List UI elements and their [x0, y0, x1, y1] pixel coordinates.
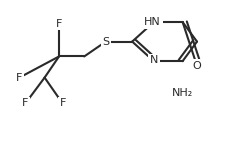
Text: N: N	[150, 55, 158, 65]
Text: O: O	[192, 61, 202, 71]
Text: NH₂: NH₂	[172, 88, 193, 98]
Text: HN: HN	[144, 17, 161, 27]
Text: F: F	[22, 98, 28, 108]
Text: F: F	[16, 73, 22, 83]
Text: F: F	[56, 19, 62, 29]
Text: F: F	[60, 98, 66, 108]
Text: S: S	[102, 37, 109, 47]
